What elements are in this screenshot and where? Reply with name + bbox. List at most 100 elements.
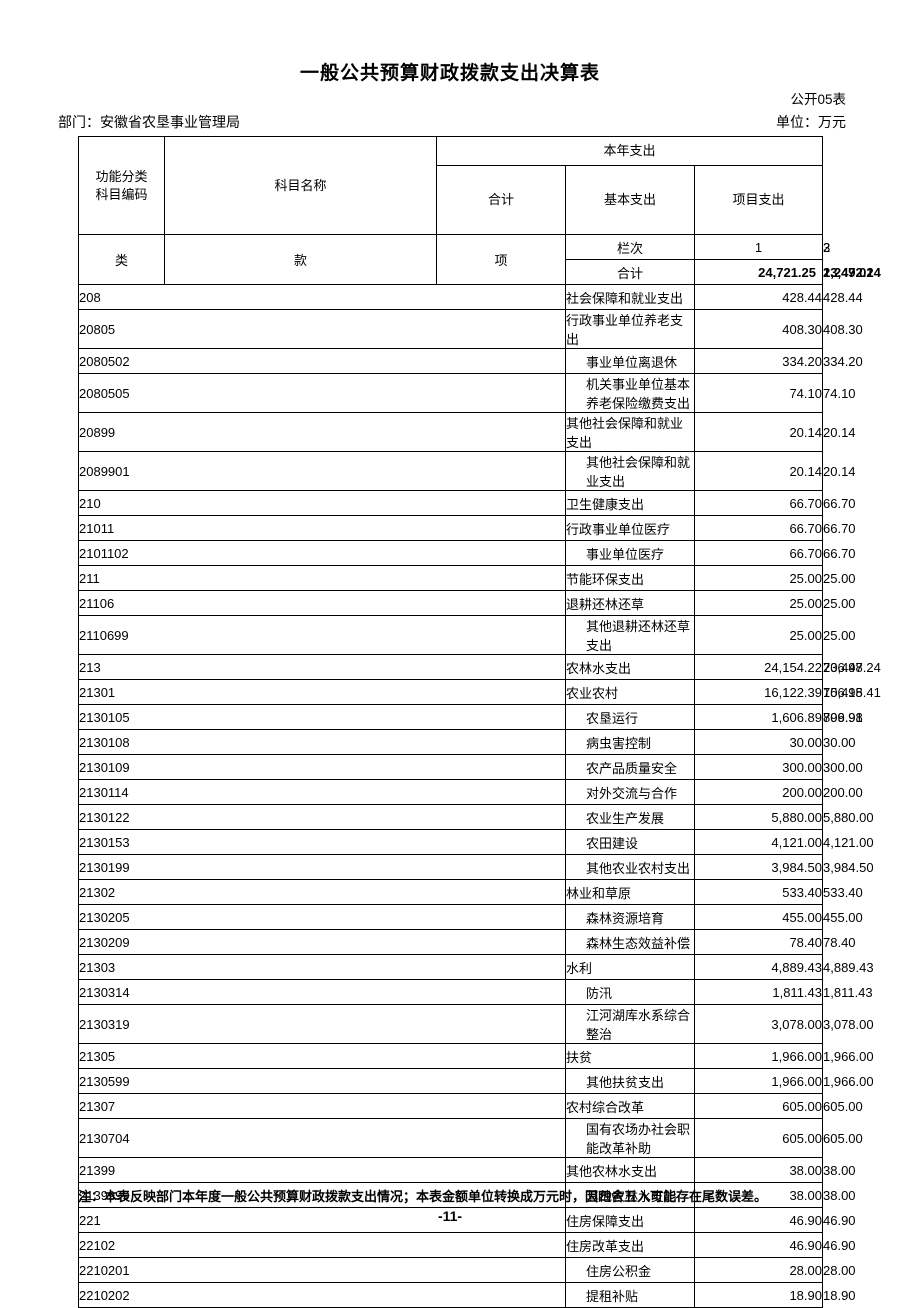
row-name: 住房改革支出 xyxy=(565,1232,695,1258)
table-header-group: 功能分类 科目编码 科目名称 本年支出 合计 基本支出 项目支出 类 款 项 栏… xyxy=(78,136,881,285)
row-name: 住房公积金 xyxy=(565,1257,695,1283)
row-total: 3,984.50 xyxy=(694,854,823,880)
sheet-label: 公开05表 xyxy=(790,92,846,107)
header-code-column: 功能分类 科目编码 xyxy=(78,136,165,235)
header-level-lei: 类 xyxy=(78,234,165,285)
row-code: 208 xyxy=(78,284,566,310)
row-name: 扶贫 xyxy=(565,1043,695,1069)
row-code: 2210202 xyxy=(78,1282,566,1308)
table-row: 2130153 农田建设 4,121.00 4,121.00 xyxy=(78,829,874,855)
row-total: 408.30 xyxy=(694,309,823,349)
row-total: 5,880.00 xyxy=(694,804,823,830)
table-row: 2130704 国有农场办社会职能改革补助 605.00 605.00 xyxy=(78,1118,863,1158)
row-name: 行政事业单位养老支出 xyxy=(565,309,695,349)
footnote: 注：本表反映部门本年度一般公共预算财政拨款支出情况；本表金额单位转换成万元时，因… xyxy=(78,1189,768,1204)
row-total: 66.70 xyxy=(694,540,823,566)
row-code: 2110699 xyxy=(78,615,566,655)
table-row: 210 卫生健康支出 66.70 66.70 xyxy=(78,490,856,516)
table-row: 2210201 住房公积金 28.00 28.00 xyxy=(78,1257,856,1283)
table-row: 21303 水利 4,889.43 4,889.43 xyxy=(78,954,874,980)
row-code: 2080505 xyxy=(78,373,566,413)
row-code: 21301 xyxy=(78,679,566,705)
header-sub-project: 项目支出 xyxy=(694,165,823,235)
row-name: 江河湖库水系综合整治 xyxy=(565,1004,695,1044)
row-total: 28.00 xyxy=(694,1257,823,1283)
row-code: 2130199 xyxy=(78,854,566,880)
row-name: 水利 xyxy=(565,954,695,980)
row-name: 农田建设 xyxy=(565,829,695,855)
row-name: 提租补贴 xyxy=(565,1282,695,1308)
table-row: 208 社会保障和就业支出 428.44 428.44 xyxy=(78,284,863,310)
header-row-group: 功能分类 科目编码 科目名称 本年支出 xyxy=(78,136,823,235)
table-row: 2080505 机关事业单位基本养老保险缴费支出 74.10 74.10 xyxy=(78,373,856,413)
table-row: 211 节能环保支出 25.00 25.00 xyxy=(78,565,856,591)
row-code: 21303 xyxy=(78,954,566,980)
row-total: 66.70 xyxy=(694,515,823,541)
meta-row: 部门：安徽省农垦事业管理局 单位：万元 xyxy=(58,112,846,132)
row-total: 200.00 xyxy=(694,779,823,805)
row-code: 21305 xyxy=(78,1043,566,1069)
row-name: 森林生态效益补偿 xyxy=(565,929,695,955)
department-label: 部门：安徽省农垦事业管理局 xyxy=(58,114,240,130)
row-name: 住房保障支出 xyxy=(565,1207,695,1233)
row-name: 其他退耕还林还草支出 xyxy=(565,615,695,655)
row-total: 46.90 xyxy=(694,1232,823,1258)
header-sub-basic: 基本支出 xyxy=(565,165,695,235)
table-row: 213 农林水支出 24,154.22 706.98 23,447.24 xyxy=(78,654,881,680)
row-total: 38.00 xyxy=(694,1157,823,1183)
row-total: 20.14 xyxy=(694,451,823,491)
row-name: 农垦运行 xyxy=(565,704,695,730)
table-row: 2130319 江河湖库水系综合整治 3,078.00 3,078.00 xyxy=(78,1004,874,1044)
row-name: 社会保障和就业支出 xyxy=(565,284,695,310)
row-name: 其他社会保障和就业支出 xyxy=(565,451,695,491)
row-code: 21302 xyxy=(78,879,566,905)
row-total: 18.90 xyxy=(694,1282,823,1308)
row-code: 2089901 xyxy=(78,451,566,491)
row-code: 21106 xyxy=(78,590,566,616)
row-code: 2130704 xyxy=(78,1118,566,1158)
row-name: 国有农场办社会职能改革补助 xyxy=(565,1118,695,1158)
row-code: 2130205 xyxy=(78,904,566,930)
row-total: 428.44 xyxy=(694,284,823,310)
header-sub-total: 合计 xyxy=(436,165,566,235)
row-name: 防汛 xyxy=(565,979,695,1005)
row-name: 其他农林水支出 xyxy=(565,1182,695,1208)
table-row: 2130205 森林资源培育 455.00 455.00 xyxy=(78,904,863,930)
row-total: 38.00 xyxy=(694,1182,823,1208)
header-level-xiang: 项 xyxy=(436,234,566,285)
row-code: 2130105 xyxy=(78,704,566,730)
row-total: 24,154.22 xyxy=(694,654,823,680)
table-row: 2130209 森林生态效益补偿 78.40 78.40 xyxy=(78,929,856,955)
row-name: 农业生产发展 xyxy=(565,804,695,830)
row-name: 农林水支出 xyxy=(565,654,695,680)
header-year-group: 本年支出 xyxy=(436,136,823,166)
page-title: 一般公共预算财政拨款支出决算表 xyxy=(299,63,600,84)
row-name: 退耕还林还草 xyxy=(565,590,695,616)
table-body: 208 社会保障和就业支出 428.44 428.44 20805 行政事业单位养老支出 4… xyxy=(78,284,881,1308)
row-name: 事业单位离退休 xyxy=(565,348,695,374)
row-total: 30.00 xyxy=(694,729,823,755)
row-name: 卫生健康支出 xyxy=(565,490,695,516)
row-code: 2130599 xyxy=(78,1068,566,1094)
grand-total-total: 24,721.25 xyxy=(694,259,823,285)
table-row: 21106 退耕还林还草 25.00 25.00 xyxy=(78,590,856,616)
table-row: 2080502 事业单位离退休 334.20 334.20 xyxy=(78,348,863,374)
row-code: 2139999 xyxy=(78,1182,566,1208)
row-code: 2130109 xyxy=(78,754,566,780)
row-code: 22102 xyxy=(78,1232,566,1258)
row-code: 2130122 xyxy=(78,804,566,830)
header-code-line2: 科目编码 xyxy=(95,186,148,202)
table-row: 2130105 农垦运行 1,606.89 706.98 899.91 xyxy=(78,704,863,730)
row-name: 事业单位医疗 xyxy=(565,540,695,566)
row-total: 334.20 xyxy=(694,348,823,374)
row-code: 20899 xyxy=(78,412,566,452)
row-code: 21307 xyxy=(78,1093,566,1119)
row-total: 74.10 xyxy=(694,373,823,413)
row-total: 46.90 xyxy=(694,1207,823,1233)
row-total: 4,121.00 xyxy=(694,829,823,855)
row-code: 2080502 xyxy=(78,348,566,374)
table-row: 21305 扶贫 1,966.00 1,966.00 xyxy=(78,1043,874,1069)
row-code: 2130108 xyxy=(78,729,566,755)
row-total: 1,811.43 xyxy=(694,979,823,1005)
row-total: 1,606.89 xyxy=(694,704,823,730)
